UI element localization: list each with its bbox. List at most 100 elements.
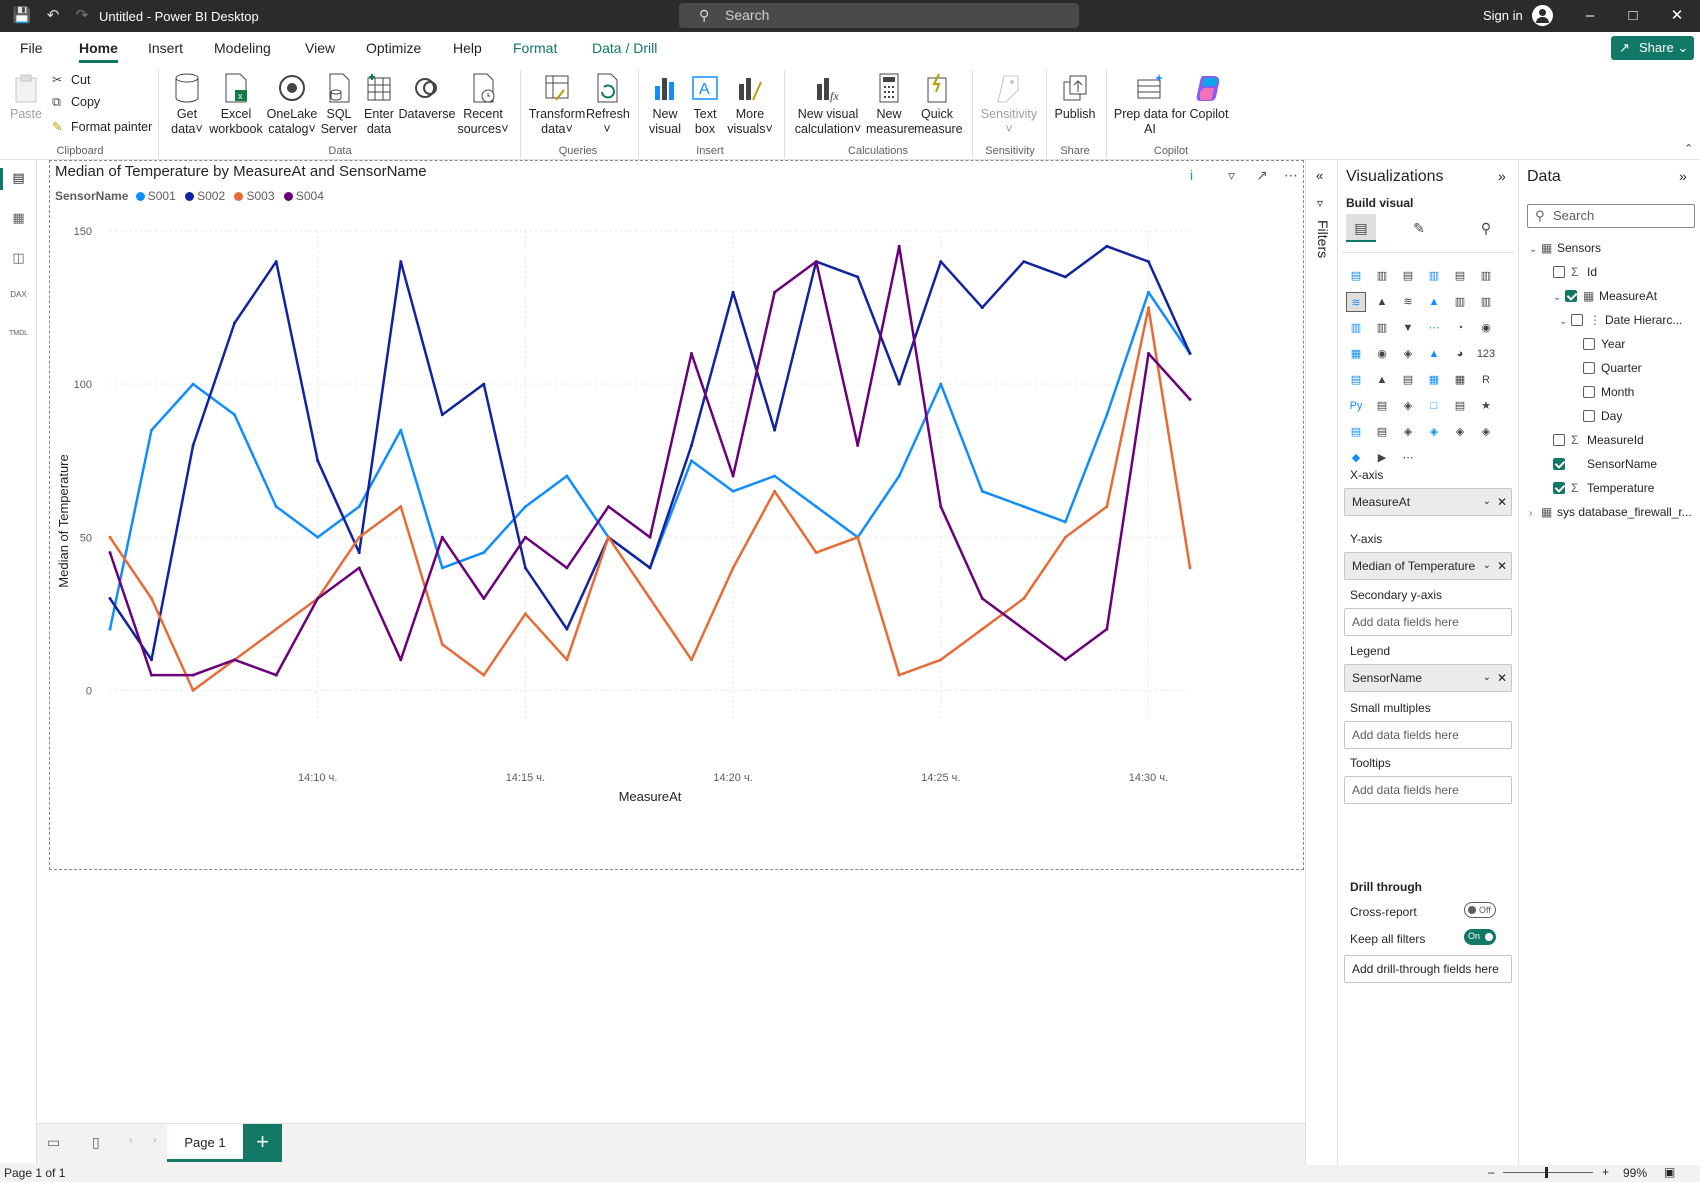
field-node[interactable]: Σ Id [1553,262,1597,282]
remove-field-icon[interactable]: ✕ [1496,671,1507,685]
tab-optimize[interactable]: Optimize [366,40,422,56]
tab-home[interactable]: Home [79,40,118,63]
field-well-empty[interactable]: Add data fields here [1344,721,1512,749]
treemap-icon[interactable]: ▦ [1350,348,1362,360]
matrix-icon[interactable]: ▦ [1454,374,1466,386]
quick-measure-button[interactable]: Quick measure [914,72,963,137]
field-node[interactable]: Σ MeasureId [1553,430,1644,450]
focus-mode-icon[interactable]: ↗ [1256,167,1268,183]
qa-icon[interactable]: □ [1430,400,1438,412]
share-button[interactable]: ↗ Share ⌄ [1611,36,1694,60]
field-node[interactable]: Quarter [1583,358,1642,378]
table-node[interactable]: ⌄ ▦ Sensors [1529,238,1601,258]
legend-item-s004[interactable]: S004 [283,189,324,203]
chevron-down-icon[interactable]: ⌄ [1559,316,1568,327]
chevron-right-icon[interactable]: › [1529,508,1533,519]
field-checkbox[interactable] [1571,314,1583,326]
waterfall-icon[interactable]: ▥ [1376,322,1388,334]
dax-query-view-icon[interactable]: DAX [10,290,27,299]
ribbon-icon[interactable]: ▥ [1350,322,1362,334]
line-stacked-column-icon[interactable]: ▥ [1480,296,1492,308]
paginated-report-icon[interactable]: ▤ [1350,426,1362,438]
zoom-out-button[interactable]: – [1488,1165,1495,1179]
new-visual-button[interactable]: New visual [646,72,684,137]
filter-icon[interactable]: ▿ [1228,167,1236,183]
100-stacked-column-icon[interactable]: ▥ [1480,270,1492,282]
field-node[interactable]: Year [1583,334,1625,354]
r-visual-icon[interactable]: R [1482,374,1490,386]
field-checkbox[interactable] [1583,410,1595,422]
more-visuals-button[interactable]: More visuals˅ [726,72,774,137]
redo-icon[interactable]: ↷ [75,7,89,24]
field-well-filled[interactable]: MeasureAt ⌄ ✕ [1344,488,1512,516]
transform-data-button[interactable]: Transform data˅ [528,72,586,137]
field-node[interactable]: Day [1583,406,1622,426]
format-painter-button[interactable]: ✎ Format painter [52,119,152,134]
chevron-down-icon[interactable]: ⌄ [1482,496,1491,507]
collapse-viz-pane-icon[interactable]: » [1498,168,1506,184]
100-stacked-bar-icon[interactable]: ▤ [1454,270,1466,282]
stacked-bar-icon[interactable]: ▤ [1350,270,1362,282]
drill-through-well[interactable]: Add drill-through fields here [1344,955,1512,983]
text-box-button[interactable]: A Text box [686,72,724,137]
field-node[interactable]: SensorName [1553,454,1657,474]
field-checkbox[interactable] [1553,458,1565,470]
narrative-icon[interactable]: ▤ [1454,400,1466,412]
build-visual-tab[interactable]: ▤ [1346,214,1376,242]
multi-row-card-icon[interactable]: ▤ [1350,374,1362,386]
key-influencers-icon[interactable]: ▤ [1376,400,1388,412]
field-checkbox[interactable] [1583,386,1595,398]
power-platform-icon[interactable]: ◆ [1351,452,1361,464]
zoom-slider[interactable] [1503,1172,1593,1173]
kpi-icon[interactable]: ▲ [1376,374,1388,386]
legend-item-s001[interactable]: S001 [135,189,176,203]
zoom-in-button[interactable]: + [1602,1165,1610,1179]
field-well-empty[interactable]: Add data fields here [1344,608,1512,636]
stacked-area-icon[interactable]: ≋ [1403,296,1413,308]
undo-icon[interactable]: ↶ [46,7,60,24]
map-icon[interactable]: ◉ [1377,348,1387,360]
stacked-column-icon[interactable]: ▥ [1376,270,1388,282]
sign-in-link[interactable]: Sign in [1483,8,1523,23]
table-icon[interactable]: ▦ [1428,374,1440,386]
format-visual-tab[interactable]: ✎ [1413,220,1425,236]
save-icon[interactable]: 💾 [12,7,32,24]
field-checkbox[interactable] [1565,290,1577,302]
fit-to-page-icon[interactable]: ▣ [1664,1165,1676,1179]
tmdl-view-icon[interactable]: TMDL [9,330,29,337]
model-view-icon[interactable]: ◫ [12,250,25,265]
analytics-tab[interactable]: ⚲ [1480,220,1492,236]
remove-field-icon[interactable]: ✕ [1496,495,1507,509]
desktop-layout-icon[interactable]: ▭ [47,1134,61,1150]
zoom-slider-thumb[interactable] [1545,1167,1548,1178]
remove-field-icon[interactable]: ✕ [1496,559,1507,573]
field-well-empty[interactable]: Add data fields here [1344,776,1512,804]
table-view-icon[interactable]: ▦ [12,210,25,225]
report-view-icon[interactable]: ▤ [0,168,28,190]
tab-help[interactable]: Help [453,40,482,56]
recent-sources-button[interactable]: Recent sources˅ [456,72,510,137]
text-slicer-icon[interactable]: ◈ [1455,426,1465,438]
card-icon[interactable]: 123 [1476,348,1496,360]
sensitivity-button[interactable]: Sensitivity ˅ [978,72,1040,137]
refresh-button[interactable]: Refresh ˅ [586,72,630,137]
prep-data-ai-button[interactable]: Prep data for AI [1112,72,1188,137]
new-measure-button[interactable]: New measure [866,72,915,137]
publish-button[interactable]: Publish [1052,72,1098,122]
avatar-icon[interactable] [1532,5,1553,26]
power-automate-icon[interactable]: ◈ [1403,426,1413,438]
next-page-icon[interactable]: › [153,1135,157,1146]
new-visual-calculation-button[interactable]: fx New visual calculation˅ [792,72,864,137]
power-apps-icon[interactable]: ▤ [1376,426,1388,438]
more-options-icon[interactable]: ⋯ [1284,167,1298,183]
close-button[interactable]: ✕ [1670,7,1684,24]
tab-format[interactable]: Format [513,40,558,56]
prev-page-icon[interactable]: ‹ [129,1135,133,1146]
field-well-filled[interactable]: Median of Temperature ⌄ ✕ [1344,552,1512,580]
sql-server-button[interactable]: SQL Server [320,72,358,137]
keep-all-filters-toggle[interactable]: On [1464,929,1496,945]
python-visual-icon[interactable]: Py [1349,400,1363,412]
copilot-narrative-icon[interactable]: ◈ [1429,426,1439,438]
donut-icon[interactable]: ◉ [1481,322,1491,334]
azure-map-icon[interactable]: ▲ [1428,348,1440,360]
